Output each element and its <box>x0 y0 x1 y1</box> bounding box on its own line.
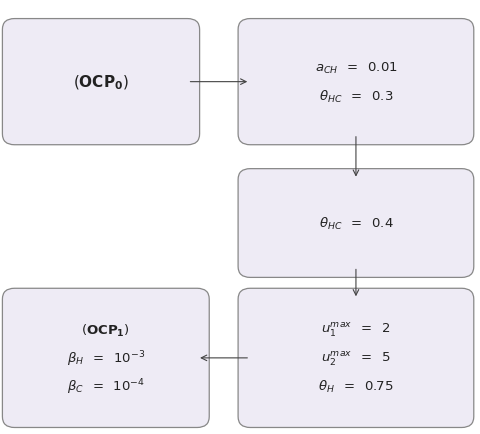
Text: $\beta_H\;\;=\;\;10^{-3}$: $\beta_H\;\;=\;\;10^{-3}$ <box>67 348 144 368</box>
FancyBboxPatch shape <box>2 289 209 427</box>
FancyBboxPatch shape <box>238 169 473 278</box>
Text: $\theta_{HC}\;\;=\;\;0.4$: $\theta_{HC}\;\;=\;\;0.4$ <box>318 215 393 232</box>
Text: $(\mathbf{OCP_1})$: $(\mathbf{OCP_1})$ <box>81 322 130 338</box>
Text: $u_1^{max}\;\;=\;\;2$: $u_1^{max}\;\;=\;\;2$ <box>321 321 390 339</box>
Text: $\beta_C\;\;=\;\;10^{-4}$: $\beta_C\;\;=\;\;10^{-4}$ <box>67 376 144 396</box>
Text: $(\mathbf{OCP_0})$: $(\mathbf{OCP_0})$ <box>73 73 129 92</box>
FancyBboxPatch shape <box>2 20 199 145</box>
FancyBboxPatch shape <box>238 289 473 427</box>
Text: $u_2^{max}\;\;=\;\;5$: $u_2^{max}\;\;=\;\;5$ <box>321 349 390 367</box>
FancyBboxPatch shape <box>238 20 473 145</box>
Text: $\theta_{HC}\;\;=\;\;0.3$: $\theta_{HC}\;\;=\;\;0.3$ <box>318 89 392 105</box>
Text: $\theta_H\;\;=\;\;0.75$: $\theta_H\;\;=\;\;0.75$ <box>318 378 393 395</box>
Text: $a_{CH}\;\;=\;\;0.01$: $a_{CH}\;\;=\;\;0.01$ <box>314 61 396 76</box>
